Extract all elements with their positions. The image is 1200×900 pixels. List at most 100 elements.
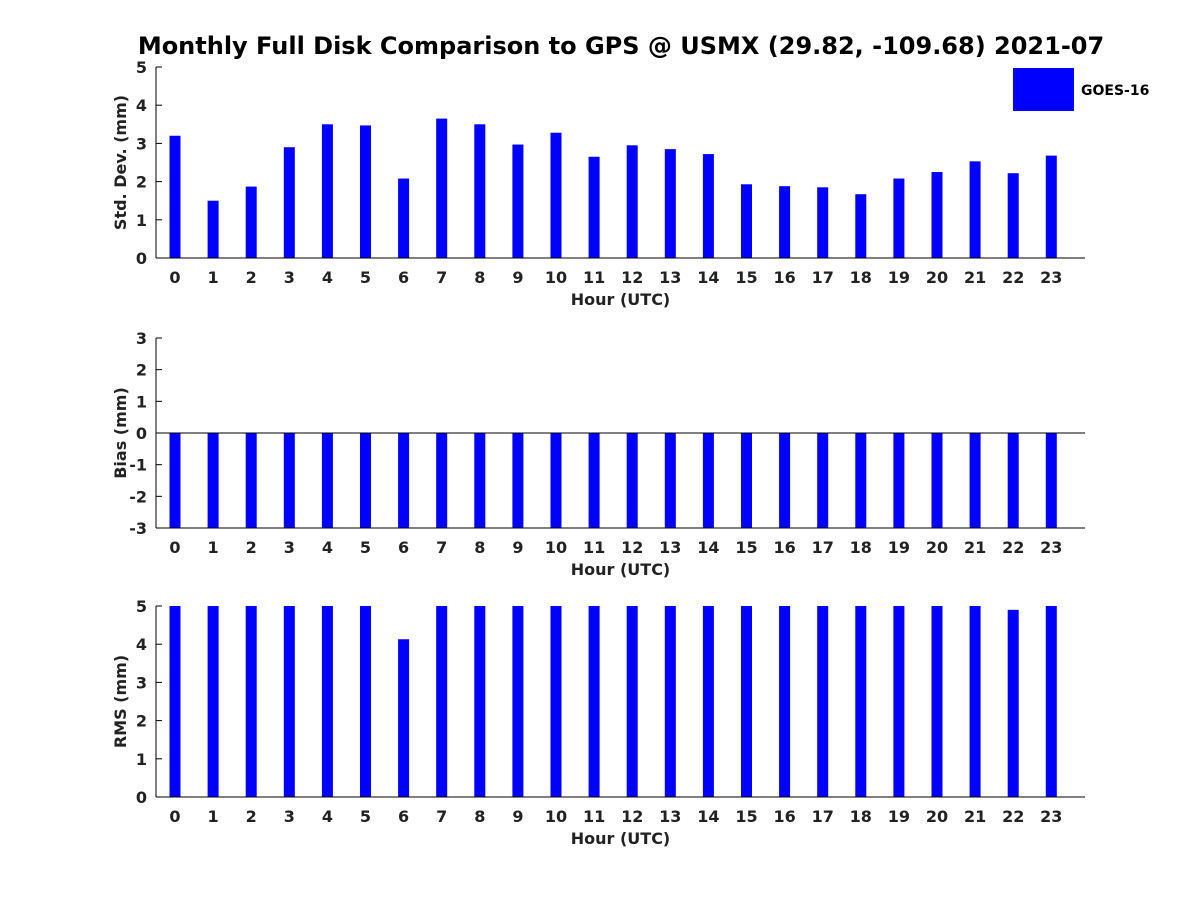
bar-bias-hour-14 (702, 433, 714, 528)
legend: GOES-16 (1013, 68, 1149, 111)
bar-bias-hour-4 (321, 433, 333, 528)
bar-rms-hour-15 (741, 606, 752, 797)
bar-std-dev-hour-14 (702, 154, 714, 258)
x-tick-label-rms: 12 (621, 807, 643, 826)
x-tick-label-rms: 1 (208, 807, 219, 826)
x-tick-label-std-dev: 5 (360, 268, 371, 287)
bar-std-dev-hour-20 (931, 172, 943, 258)
x-tick-label-rms: 0 (169, 807, 180, 826)
bar-rms-hour-12 (626, 606, 638, 797)
x-tick-label-std-dev: 14 (697, 268, 719, 287)
bar-bias-hour-15 (741, 433, 752, 528)
y-tick-label-std-dev: 2 (136, 173, 147, 192)
x-tick-label-bias: 17 (812, 538, 834, 557)
x-tick-label-std-dev: 19 (888, 268, 910, 287)
bar-rms-hour-6 (398, 639, 410, 797)
bar-rms-hour-18 (855, 606, 867, 797)
x-tick-label-rms: 7 (436, 807, 447, 826)
bar-std-dev-hour-11 (588, 156, 600, 258)
bar-rms-hour-21 (969, 606, 981, 797)
bar-rms-hour-22 (1007, 609, 1019, 797)
x-tick-label-bias: 1 (208, 538, 219, 557)
x-tick-label-rms: 13 (659, 807, 681, 826)
bar-std-dev-hour-7 (436, 118, 448, 258)
x-tick-label-rms: 6 (398, 807, 409, 826)
x-tick-label-std-dev: 18 (850, 268, 872, 287)
bar-bias-hour-22 (1007, 433, 1019, 528)
x-tick-label-std-dev: 20 (926, 268, 948, 287)
x-tick-label-rms: 22 (1002, 807, 1024, 826)
x-tick-label-std-dev: 12 (621, 268, 643, 287)
x-tick-label-rms: 21 (964, 807, 986, 826)
bar-bias-hour-19 (893, 433, 905, 528)
y-tick-label-bias: -2 (129, 487, 147, 506)
bar-rms-hour-20 (931, 606, 943, 797)
bar-bias-hour-3 (283, 433, 295, 528)
bar-bias-hour-11 (588, 433, 600, 528)
x-tick-label-rms: 17 (812, 807, 834, 826)
y-tick-label-std-dev: 3 (136, 134, 147, 153)
bar-std-dev-hour-16 (779, 186, 791, 258)
legend-swatch-goes-16 (1013, 68, 1074, 111)
x-tick-label-rms: 8 (474, 807, 485, 826)
x-tick-label-bias: 18 (850, 538, 872, 557)
x-tick-label-bias: 9 (512, 538, 523, 557)
x-tick-label-bias: 7 (436, 538, 447, 557)
bar-bias-hour-8 (474, 433, 486, 528)
y-tick-label-bias: 3 (136, 329, 147, 348)
bar-bias-hour-1 (207, 433, 219, 528)
bar-std-dev-hour-2 (245, 186, 257, 258)
bar-bias-hour-6 (398, 433, 410, 528)
bar-bias-hour-12 (626, 433, 638, 528)
bar-std-dev-hour-1 (207, 200, 219, 258)
y-tick-label-rms: 0 (136, 788, 147, 807)
bar-rms-hour-8 (474, 606, 486, 797)
x-tick-label-std-dev: 4 (322, 268, 333, 287)
y-tick-label-bias: -1 (129, 456, 147, 475)
x-tick-label-bias: 21 (964, 538, 986, 557)
x-tick-label-bias: 19 (888, 538, 910, 557)
bar-bias-hour-21 (969, 433, 981, 528)
bar-rms-hour-19 (893, 606, 905, 797)
chart-title: Monthly Full Disk Comparison to GPS @ US… (138, 32, 1104, 60)
y-axis-label-rms: RMS (mm) (111, 655, 130, 748)
y-tick-label-std-dev: 5 (136, 58, 147, 77)
x-tick-label-std-dev: 2 (246, 268, 257, 287)
x-tick-label-std-dev: 8 (474, 268, 485, 287)
bar-std-dev-hour-12 (626, 145, 638, 258)
y-axis-label-std-dev: Std. Dev. (mm) (111, 95, 130, 230)
x-tick-label-bias: 2 (246, 538, 257, 557)
x-tick-label-bias: 0 (169, 538, 180, 557)
bar-rms-hour-3 (283, 606, 295, 797)
x-tick-label-std-dev: 17 (812, 268, 834, 287)
x-tick-label-rms: 16 (773, 807, 795, 826)
bar-std-dev-hour-9 (512, 144, 524, 258)
bar-rms-hour-11 (588, 606, 600, 797)
y-tick-label-rms: 1 (136, 750, 147, 769)
bar-std-dev-hour-4 (321, 124, 333, 258)
x-tick-label-rms: 3 (284, 807, 295, 826)
x-axis-label-std-dev: Hour (UTC) (571, 290, 671, 309)
x-axis-label-bias: Hour (UTC) (571, 560, 671, 579)
y-tick-label-bias: -3 (129, 519, 147, 538)
x-tick-label-std-dev: 22 (1002, 268, 1024, 287)
bar-rms-hour-9 (512, 606, 524, 797)
x-tick-label-rms: 4 (322, 807, 333, 826)
x-tick-label-std-dev: 9 (512, 268, 523, 287)
x-tick-label-bias: 22 (1002, 538, 1024, 557)
x-tick-label-std-dev: 16 (773, 268, 795, 287)
y-tick-label-bias: 0 (136, 424, 147, 443)
bar-bias-hour-17 (817, 433, 829, 528)
x-tick-label-rms: 10 (545, 807, 567, 826)
y-tick-label-std-dev: 4 (136, 96, 147, 115)
x-tick-label-rms: 5 (360, 807, 371, 826)
bar-bias-hour-5 (360, 433, 371, 528)
x-tick-label-bias: 15 (735, 538, 757, 557)
bar-rms-hour-13 (664, 606, 676, 797)
x-tick-label-std-dev: 11 (583, 268, 605, 287)
x-tick-label-std-dev: 21 (964, 268, 986, 287)
